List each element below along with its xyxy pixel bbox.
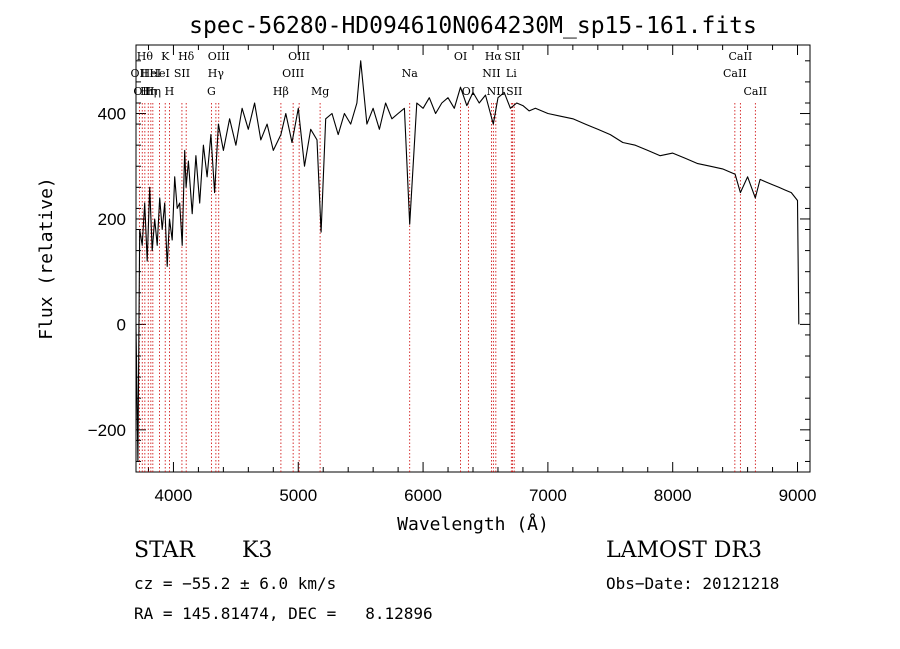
spectral-line-label: SII	[506, 85, 522, 98]
spectral-line-label: OI	[454, 50, 467, 63]
spectral-line-label: Hβ	[273, 85, 289, 98]
spectral-line-label: OIII	[288, 50, 310, 63]
y-tick-label: 0	[117, 315, 126, 334]
plot-frame	[135, 44, 811, 473]
spectral-line-label: SII	[504, 50, 520, 63]
x-tick-label: 4000	[155, 486, 193, 505]
spectral-line-label: HeI	[149, 67, 169, 80]
radec-label: RA = 145.81474, DEC = 8.12896	[134, 604, 433, 623]
spectral-line-label: Mg	[311, 85, 329, 98]
spectral-line-label: G	[207, 85, 216, 98]
x-tick-label: 8000	[654, 486, 692, 505]
y-tick-label: 200	[98, 210, 126, 229]
spectral-line-label: SII	[174, 67, 190, 80]
spectral-line-label: K	[161, 50, 170, 63]
spectral-line-label: H	[165, 85, 175, 98]
subclass-label: K3	[242, 538, 273, 563]
spectral-line-label: Hα	[485, 50, 503, 63]
x-tick-label: 9000	[779, 486, 817, 505]
x-tick-label: 7000	[529, 486, 567, 505]
spectral-line-label: NII	[482, 67, 500, 80]
spectral-line-label: CaII	[729, 50, 753, 63]
spectral-line-label: NII	[487, 85, 505, 98]
spectral-line-label: Hθ	[137, 50, 154, 63]
spectral-line-label: OII	[131, 67, 149, 80]
spectral-line-label: Hγ	[208, 67, 225, 80]
x-axis-label: Wavelength (Å)	[397, 513, 549, 535]
spectral-line-label: Li	[506, 67, 517, 80]
spectral-line-label: Na	[402, 67, 419, 80]
spectral-line-label: Hη	[140, 85, 156, 98]
x-tick-label: 5000	[279, 486, 317, 505]
class-label: STAR	[134, 538, 195, 563]
spectral-line-label: OIII	[282, 67, 304, 80]
y-tick-label: 400	[98, 105, 126, 124]
survey-label: LAMOST DR3	[606, 538, 762, 563]
spectral-line-label: CaII	[723, 67, 747, 80]
spectral-line-label: OIII	[208, 50, 230, 63]
x-tick-label: 6000	[404, 486, 442, 505]
spectrum-line	[135, 60, 800, 463]
spectral-line-label: Hη	[145, 85, 161, 98]
spectral-line-label: OII	[133, 85, 151, 98]
spectral-line-label: CaII	[743, 85, 767, 98]
obs-date-label: Obs−Date: 20121218	[606, 574, 780, 593]
spectral-line-label: Hδ	[178, 50, 195, 63]
spectral-line-label: HeI	[141, 67, 161, 80]
chart-title: spec-56280-HD094610N064230M_sp15-161.fit…	[189, 13, 757, 39]
cz-label: cz = −55.2 ± 6.0 km/s	[134, 574, 337, 593]
y-axis-label: Flux (relative)	[36, 177, 57, 340]
y-tick-label: −200	[88, 421, 126, 440]
